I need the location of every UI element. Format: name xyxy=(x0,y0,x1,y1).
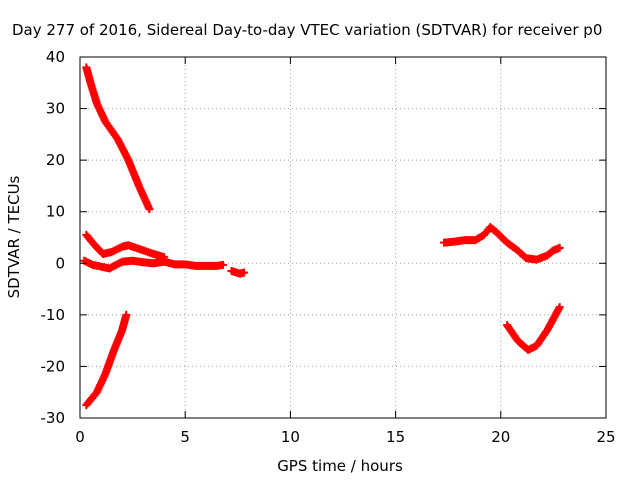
y-tick-label: 40 xyxy=(46,48,65,66)
series-arc-3-flat xyxy=(80,256,228,273)
series-arc-1-upper xyxy=(82,63,154,214)
data-point xyxy=(240,268,249,277)
plot-frame xyxy=(79,56,607,419)
x-tick-label: 10 xyxy=(281,428,300,446)
data-point xyxy=(122,310,131,319)
y-tick-label: -10 xyxy=(41,306,66,324)
y-axis-ticks: -30 -20 -10 0 10 20 30 40 xyxy=(41,48,606,427)
x-axis-ticks: 0 5 10 15 20 25 xyxy=(75,57,616,446)
x-tick-label: 0 xyxy=(75,428,85,446)
series-arc-5-lower xyxy=(82,310,131,410)
y-tick-label: 30 xyxy=(46,100,65,118)
x-tick-label: 25 xyxy=(596,428,615,446)
grid-lines xyxy=(80,57,606,418)
series-arc-2-hump xyxy=(82,230,169,262)
y-tick-label: -30 xyxy=(41,409,66,427)
y-axis-title: SDTVAR / TECUs xyxy=(5,175,23,298)
data-point xyxy=(555,243,564,252)
data-marks xyxy=(80,63,564,410)
x-tick-label: 5 xyxy=(180,428,190,446)
series-arc-6-evening xyxy=(439,223,564,264)
chart-title: Day 277 of 2016, Sidereal Day-to-day VTE… xyxy=(12,21,602,39)
y-tick-label: 10 xyxy=(46,203,65,221)
series-arc-4-tail xyxy=(227,267,249,278)
x-tick-label: 20 xyxy=(491,428,510,446)
data-point xyxy=(555,303,564,312)
x-axis-title: GPS time / hours xyxy=(277,457,403,475)
data-point xyxy=(145,205,154,214)
y-tick-label: 0 xyxy=(55,254,65,272)
y-tick-label: -20 xyxy=(41,357,66,375)
x-tick-label: 15 xyxy=(386,428,405,446)
series-arc-7-dip xyxy=(503,303,564,354)
data-point xyxy=(219,260,228,269)
y-tick-label: 20 xyxy=(46,151,65,169)
